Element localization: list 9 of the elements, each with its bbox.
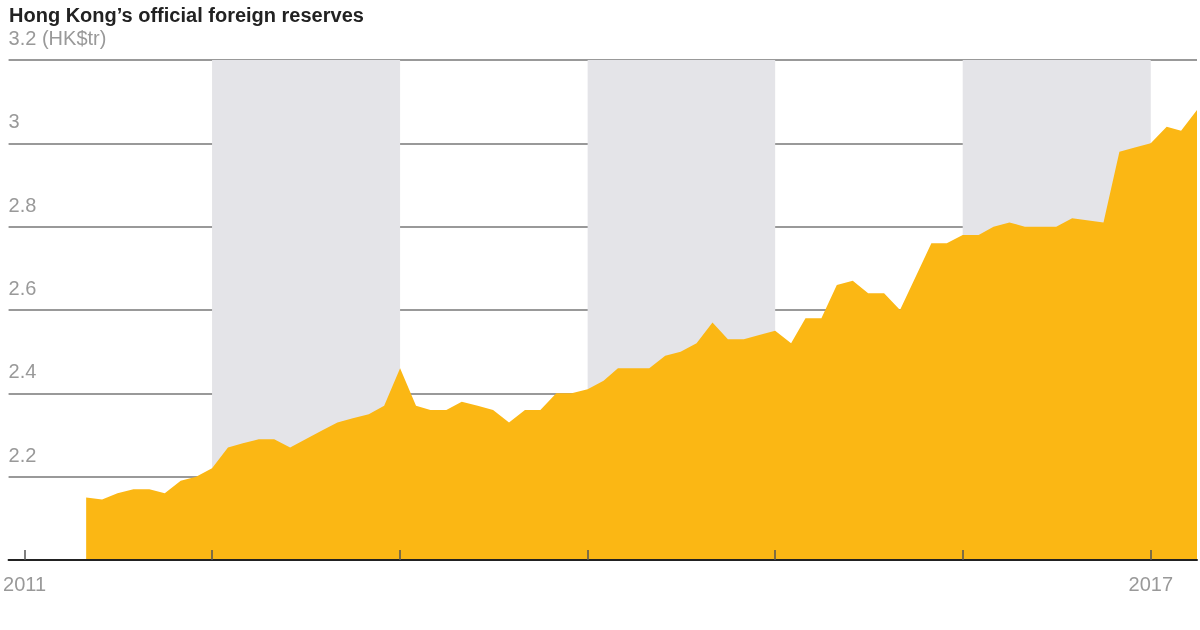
x-tick-label: 2011 <box>3 573 47 595</box>
y-tick-label: 2.2 <box>8 443 37 466</box>
y-tick-label: 2.8 <box>8 193 37 216</box>
y-tick-label: 3.2 (HK$tr) <box>8 27 107 49</box>
chart-title: Hong Kong’s official foreign reserves <box>9 4 364 26</box>
x-tick-label: 2017 <box>1128 573 1174 595</box>
y-tick-label: 3 <box>8 110 20 133</box>
y-tick-label: 2.6 <box>8 277 37 299</box>
y-tick-label: 2.4 <box>8 360 37 383</box>
